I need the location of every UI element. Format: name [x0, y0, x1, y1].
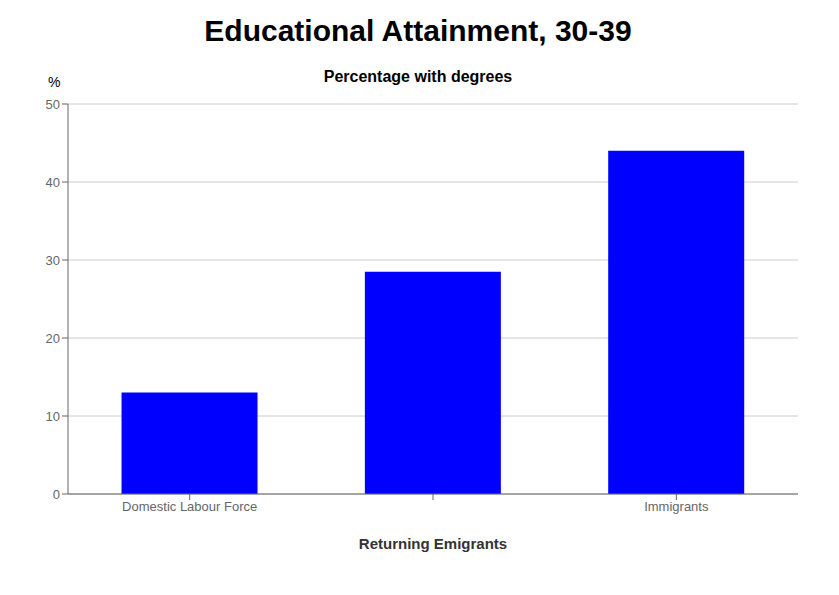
html-text:Percentage with degrees: Percentage with degrees [323, 68, 513, 85]
svg-text:40: 40 [46, 175, 60, 190]
svg-text:30: 30 [46, 253, 60, 268]
svg-text:Returning Emigrants: Returning Emigrants [359, 535, 507, 552]
html-text:Educational Attainment, 30-39: Educational Attainment, 30-39 [204, 14, 632, 47]
svg-text:0: 0 [53, 487, 60, 502]
svg-text:10: 10 [46, 409, 60, 424]
svg-text:Immigrants: Immigrants [644, 499, 709, 514]
svg-text:50: 50 [46, 97, 60, 112]
svg-text:Domestic Labour Force: Domestic Labour Force [122, 499, 257, 514]
svg-text:20: 20 [46, 331, 60, 346]
